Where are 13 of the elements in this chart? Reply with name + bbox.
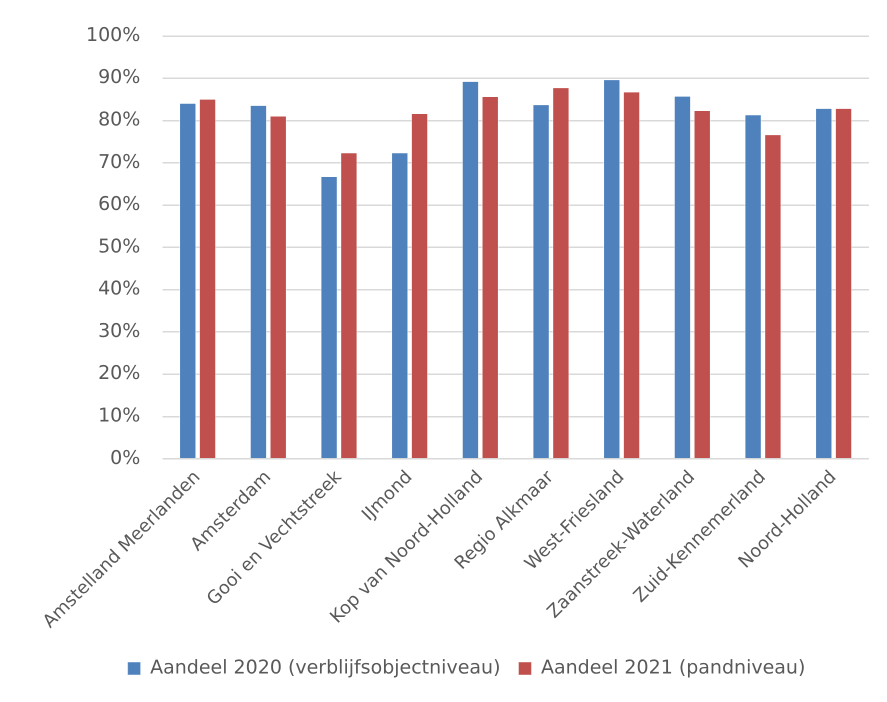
y-tick-label: 0% (110, 446, 140, 469)
legend-label: Aandeel 2021 (pandniveau) (540, 656, 806, 678)
y-tick-label: 30% (98, 320, 140, 342)
y-tick-label: 80% (98, 108, 140, 131)
y-tick-label: 10% (98, 404, 140, 426)
y-tick-label: 60% (98, 193, 140, 216)
y-tick-label: 20% (98, 362, 140, 384)
y-tick-label: 40% (98, 278, 140, 300)
y-tick-label: 100% (86, 24, 140, 46)
legend-label: Aandeel 2020 (verblijfsobjectniveau) (150, 656, 500, 678)
y-tick-label: 50% (98, 235, 140, 258)
y-tick-label: 90% (98, 66, 140, 88)
y-tick-label: 70% (98, 150, 140, 173)
